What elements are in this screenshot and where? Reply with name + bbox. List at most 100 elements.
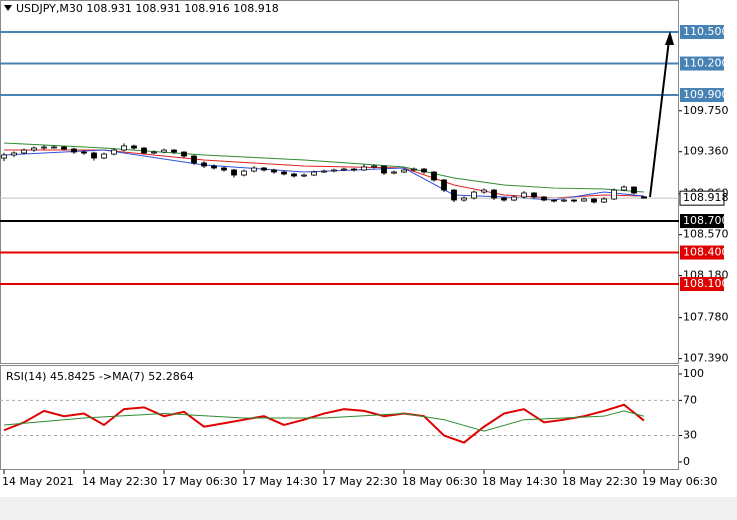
level-label: 108.400 — [683, 246, 729, 259]
last-price-label: 108.918 — [683, 191, 729, 204]
candle-body — [141, 147, 147, 154]
candle-body — [181, 151, 187, 157]
candle-body — [301, 174, 307, 177]
level-box — [680, 245, 724, 260]
candle-body — [251, 167, 257, 172]
candle-body — [241, 170, 247, 176]
candle-body — [451, 189, 457, 201]
candle-body — [381, 165, 387, 174]
y-tick-label: 107.780 — [683, 311, 729, 324]
level-box — [680, 277, 724, 292]
candle-body — [221, 167, 227, 171]
candle-body — [641, 196, 647, 199]
level-box — [680, 88, 724, 103]
x-tick-label: 18 May 06:30 — [402, 475, 477, 488]
menu-triangle — [4, 5, 12, 11]
level-box — [680, 25, 724, 40]
candle-body — [411, 168, 417, 171]
level-box — [680, 214, 724, 229]
y-tick-label: 108.570 — [683, 228, 729, 241]
candle-body — [421, 168, 427, 173]
candle-body — [341, 168, 347, 171]
candle-body — [21, 149, 27, 154]
candle-body — [121, 145, 127, 151]
candle-body — [461, 197, 467, 201]
candle-body — [171, 149, 177, 153]
y-tick-label: 30 — [683, 429, 697, 442]
candle-body — [31, 147, 37, 151]
candle-body — [1, 154, 7, 159]
candle-body — [281, 171, 287, 175]
x-tick-label: 17 May 14:30 — [242, 475, 317, 488]
y-tick-label: 70 — [683, 393, 697, 406]
candle-body — [81, 151, 87, 154]
y-tick-label: 107.390 — [683, 352, 729, 365]
candle-body — [531, 192, 537, 198]
y-tick-label: 109.360 — [683, 145, 729, 158]
candle-body — [391, 171, 397, 174]
candle-body — [471, 191, 477, 199]
candle-body — [41, 146, 47, 149]
price-panel — [0, 0, 679, 364]
candle-body — [231, 169, 237, 176]
target-arrow — [649, 39, 670, 198]
candle-body — [361, 166, 367, 171]
x-tick-label: 17 May 22:30 — [322, 475, 397, 488]
plot-layer: 109.750109.360108.960108.570108.180107.7… — [0, 25, 729, 488]
footer-band — [0, 497, 737, 520]
candle-body — [571, 199, 577, 202]
y-tick-label: 0 — [683, 455, 690, 468]
moving-average — [3, 149, 645, 201]
candle-body — [261, 167, 267, 171]
candle-body — [581, 198, 587, 202]
candle-body — [431, 171, 437, 181]
candle-body — [521, 192, 527, 198]
candle-body — [441, 179, 447, 191]
candle-body — [511, 196, 517, 201]
candle-body — [61, 146, 67, 150]
y-tick-label: 100 — [683, 367, 704, 380]
level-box — [680, 56, 724, 71]
candle-body — [191, 155, 197, 164]
candle-body — [491, 189, 497, 199]
x-tick-label: 17 May 06:30 — [162, 475, 237, 488]
candle-body — [621, 186, 627, 191]
candle-body — [91, 152, 97, 159]
candle-body — [111, 149, 117, 155]
candle-body — [611, 189, 617, 200]
x-tick-label: 19 May 06:30 — [642, 475, 717, 488]
candle-body — [161, 149, 167, 153]
candle-body — [561, 199, 567, 202]
candle-body — [401, 169, 407, 173]
candle-body — [131, 145, 137, 149]
candle-body — [631, 186, 637, 194]
level-label: 110.200 — [683, 57, 729, 70]
chart-title: USDJPY,M30 108.931 108.931 108.916 108.9… — [16, 2, 279, 15]
candle-body — [71, 148, 77, 153]
candle-body — [371, 165, 377, 168]
candle-body — [271, 169, 277, 173]
candle-body — [51, 146, 57, 149]
candle-body — [311, 171, 317, 176]
arrow-head — [665, 31, 674, 45]
candle-body — [601, 198, 607, 203]
candle-body — [541, 196, 547, 201]
annotation-layer — [649, 31, 674, 198]
candle-body — [331, 169, 337, 172]
level-label: 109.900 — [683, 88, 729, 101]
candle-body — [291, 173, 297, 177]
candle-body — [321, 170, 327, 173]
candle-body — [481, 189, 487, 193]
x-tick-label: 18 May 14:30 — [482, 475, 557, 488]
x-tick-label: 18 May 22:30 — [562, 475, 637, 488]
y-tick-label: 109.750 — [683, 104, 729, 117]
indicator-title: RSI(14) 45.8425 ->MA(7) 52.2864 — [6, 370, 194, 383]
candle-body — [591, 198, 597, 203]
candle-body — [151, 151, 157, 154]
x-tick-label: 14 May 2021 — [2, 475, 74, 488]
candle-body — [201, 162, 207, 167]
candle-body — [551, 199, 557, 202]
candle-body — [11, 152, 17, 156]
